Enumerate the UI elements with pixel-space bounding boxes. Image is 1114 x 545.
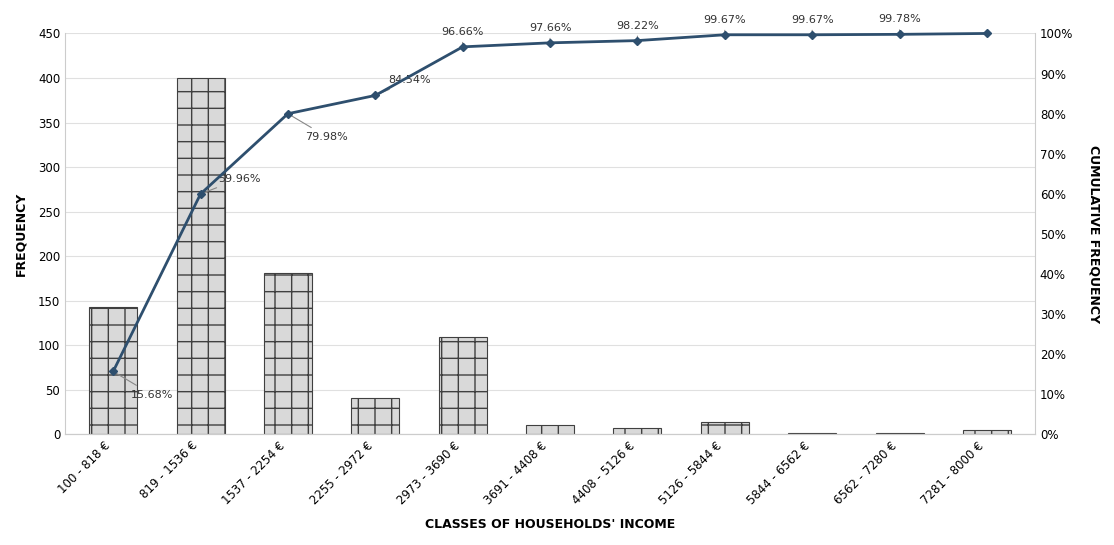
Y-axis label: CUMULATIVE FREQUENCY: CUMULATIVE FREQUENCY: [1087, 145, 1101, 323]
Text: 99.78%: 99.78%: [878, 14, 921, 32]
Text: 99.67%: 99.67%: [703, 15, 746, 32]
Bar: [876, 433, 924, 434]
Bar: [89, 307, 137, 434]
Text: 99.67%: 99.67%: [791, 15, 833, 32]
Bar: [264, 273, 312, 434]
Text: 79.98%: 79.98%: [291, 115, 349, 142]
Bar: [788, 433, 837, 434]
Bar: [351, 398, 399, 434]
Bar: [962, 430, 1012, 434]
Text: 84.54%: 84.54%: [378, 75, 431, 94]
X-axis label: CLASSES OF HOUSEHOLDS' INCOME: CLASSES OF HOUSEHOLDS' INCOME: [424, 518, 675, 531]
Text: 97.66%: 97.66%: [529, 23, 571, 40]
Bar: [701, 422, 749, 434]
Y-axis label: FREQUENCY: FREQUENCY: [13, 192, 27, 276]
Bar: [614, 428, 662, 434]
Text: 15.68%: 15.68%: [116, 373, 173, 399]
Text: 59.96%: 59.96%: [203, 174, 261, 193]
Text: 96.66%: 96.66%: [441, 27, 483, 44]
Bar: [439, 337, 487, 434]
Bar: [526, 425, 574, 434]
Text: 98.22%: 98.22%: [616, 21, 658, 38]
Bar: [176, 78, 225, 434]
